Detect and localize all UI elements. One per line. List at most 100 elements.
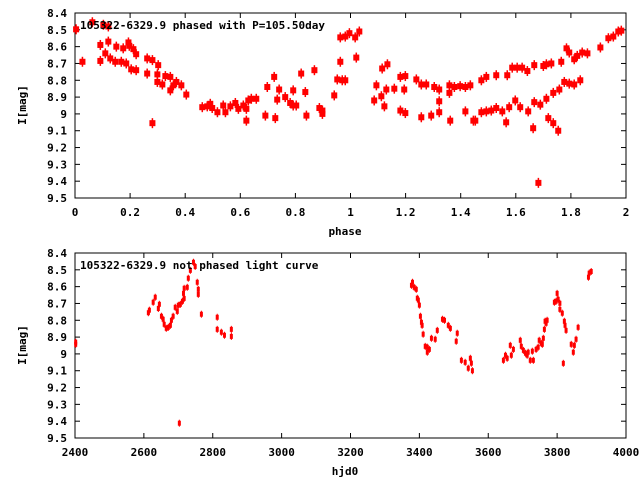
phased-plot-title: 105322-6329.9 phased with P=105.50day bbox=[80, 19, 325, 32]
data-point bbox=[550, 118, 557, 129]
data-point bbox=[144, 53, 151, 64]
data-point bbox=[144, 68, 151, 79]
unphased-points bbox=[74, 258, 593, 427]
data-point bbox=[454, 337, 458, 345]
data-point bbox=[378, 91, 385, 102]
data-point bbox=[535, 177, 542, 188]
data-point bbox=[235, 103, 242, 114]
data-point bbox=[339, 75, 346, 86]
data-point bbox=[133, 49, 140, 60]
data-point bbox=[155, 60, 162, 71]
data-point bbox=[298, 68, 305, 79]
x-tick-label: 3600 bbox=[475, 446, 502, 459]
data-point bbox=[423, 342, 427, 350]
y-tick-label: 9.1 bbox=[47, 365, 67, 378]
data-point bbox=[196, 290, 200, 298]
data-point bbox=[435, 326, 439, 334]
data-point bbox=[199, 310, 203, 318]
data-point bbox=[436, 107, 443, 118]
phased-x-ticks: 0 0.2 0.4 0.6 0.8 1 1.2 1.4 1.6 1.8 2 bbox=[72, 13, 629, 219]
data-point bbox=[161, 315, 165, 323]
data-point bbox=[537, 336, 541, 344]
data-point bbox=[483, 71, 490, 82]
y-tick-label: 9 bbox=[60, 108, 67, 121]
data-point bbox=[472, 115, 479, 126]
data-point bbox=[373, 80, 380, 91]
data-point bbox=[319, 108, 326, 119]
data-point bbox=[177, 419, 181, 427]
data-point bbox=[199, 102, 206, 113]
data-point bbox=[418, 112, 425, 123]
data-point bbox=[447, 115, 454, 126]
data-point bbox=[448, 324, 452, 332]
data-point bbox=[397, 105, 404, 116]
data-point bbox=[543, 59, 550, 70]
x-tick-label: 1.4 bbox=[451, 206, 471, 219]
data-point bbox=[180, 297, 184, 305]
data-point bbox=[168, 321, 172, 329]
data-point bbox=[105, 21, 112, 32]
data-point bbox=[73, 24, 80, 35]
data-point bbox=[97, 55, 104, 66]
unphased-y-ticks: 8.4 8.5 8.6 8.7 8.8 8.9 9 9.1 9.2 9.3 9.4 9.5 bbox=[47, 247, 626, 445]
data-point bbox=[167, 85, 174, 96]
y-tick-label: 8.5 bbox=[47, 264, 67, 277]
data-point bbox=[528, 356, 532, 364]
data-point bbox=[555, 289, 559, 297]
x-tick-label: 0.6 bbox=[230, 206, 250, 219]
data-point bbox=[331, 90, 338, 101]
data-point bbox=[316, 103, 323, 114]
data-point bbox=[457, 81, 464, 92]
data-point bbox=[176, 301, 180, 309]
data-point bbox=[574, 335, 578, 343]
data-point bbox=[499, 106, 506, 117]
y-tick-label: 8.8 bbox=[47, 314, 67, 327]
data-point bbox=[157, 300, 161, 308]
data-point bbox=[554, 297, 558, 305]
phased-points bbox=[73, 17, 625, 188]
data-point bbox=[545, 113, 552, 124]
data-point bbox=[151, 298, 155, 306]
data-point bbox=[536, 343, 540, 351]
data-point bbox=[214, 107, 221, 118]
data-point bbox=[89, 17, 96, 28]
data-point bbox=[253, 93, 260, 104]
data-point bbox=[418, 312, 422, 320]
data-point bbox=[571, 348, 575, 356]
data-point bbox=[342, 75, 349, 86]
data-point bbox=[420, 321, 424, 329]
data-point bbox=[384, 59, 391, 70]
data-point bbox=[561, 359, 565, 367]
data-point bbox=[561, 76, 568, 87]
data-point bbox=[512, 95, 519, 106]
data-point bbox=[412, 283, 416, 291]
data-point bbox=[462, 82, 469, 92]
data-point bbox=[272, 113, 279, 124]
data-point bbox=[164, 324, 168, 332]
data-point bbox=[334, 74, 341, 85]
unphased-x-ticks: 2400 2600 2800 3000 3200 3400 3600 3800 4000 bbox=[62, 253, 639, 459]
data-point bbox=[560, 309, 564, 317]
data-point bbox=[493, 103, 500, 114]
data-point bbox=[618, 25, 625, 36]
data-point bbox=[402, 108, 409, 119]
y-tick-label: 9 bbox=[60, 348, 67, 361]
data-point bbox=[423, 79, 430, 90]
data-point bbox=[149, 55, 156, 66]
data-point bbox=[541, 334, 545, 342]
data-point bbox=[540, 340, 544, 348]
data-point bbox=[526, 348, 530, 356]
data-point bbox=[183, 89, 190, 100]
data-point bbox=[429, 334, 433, 342]
data-point bbox=[346, 28, 353, 39]
data-point bbox=[558, 56, 565, 67]
data-point bbox=[102, 48, 109, 59]
data-point bbox=[571, 54, 578, 65]
y-tick-label: 9.2 bbox=[47, 142, 67, 155]
data-point bbox=[417, 301, 421, 309]
data-point bbox=[436, 96, 443, 107]
data-point bbox=[271, 71, 278, 82]
data-point bbox=[123, 58, 130, 69]
data-point bbox=[193, 262, 197, 270]
data-point bbox=[519, 62, 526, 73]
